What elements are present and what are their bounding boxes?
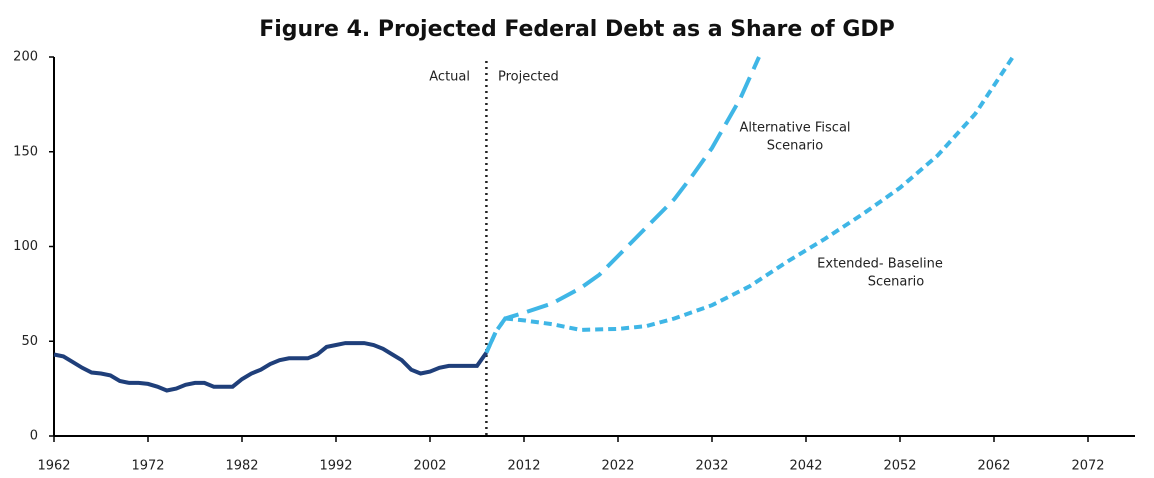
x-tick-label: 2072 (1071, 459, 1104, 474)
x-tick-label: 1972 (131, 459, 164, 474)
annotation: Projected (498, 70, 559, 85)
y-tick-label: 0 (30, 429, 38, 444)
x-tick-label: 1982 (225, 459, 258, 474)
x-tick-label: 2052 (883, 459, 916, 474)
y-tick-label: 150 (13, 144, 38, 159)
x-tick-label: 2002 (413, 459, 446, 474)
y-tick-label: 50 (21, 334, 38, 349)
series-line (484, 55, 1015, 354)
chart-title: Figure 4. Projected Federal Debt as a Sh… (259, 17, 895, 42)
annotation: Scenario (868, 275, 925, 290)
x-tick-label: 1962 (37, 459, 70, 474)
annotation: Extended- Baseline (817, 257, 943, 272)
y-tick-label: 200 (13, 50, 38, 65)
annotation: Scenario (767, 139, 824, 154)
x-tick-label: 2032 (695, 459, 728, 474)
x-tick-label: 2042 (789, 459, 822, 474)
x-tick-label: 2062 (977, 459, 1010, 474)
annotation: Actual (429, 70, 470, 85)
series-line (484, 56, 761, 354)
y-tick-label: 100 (13, 239, 38, 254)
x-tick-label: 2022 (601, 459, 634, 474)
series-line (53, 341, 489, 393)
annotation: Alternative Fiscal (739, 121, 850, 136)
x-tick-label: 1992 (319, 459, 352, 474)
x-tick-label: 2012 (507, 459, 540, 474)
